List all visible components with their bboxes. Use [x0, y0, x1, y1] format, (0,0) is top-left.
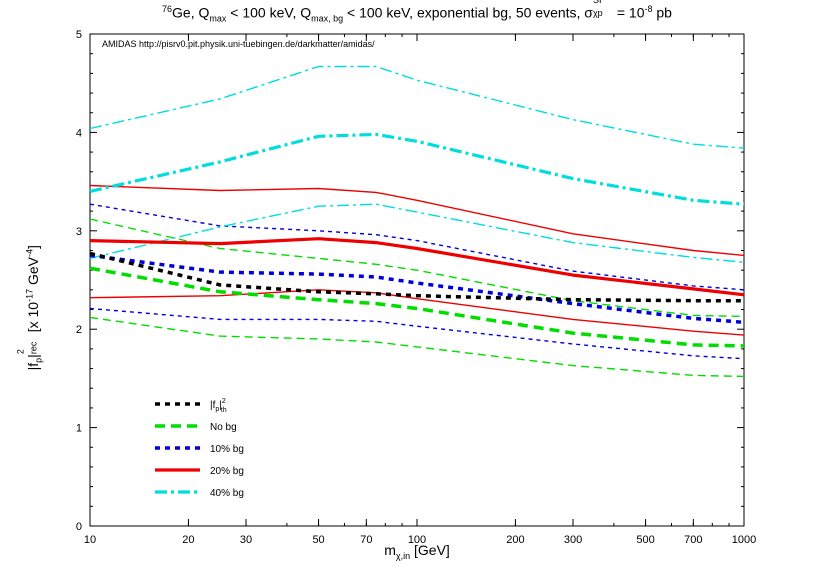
title-qsub2: max, bg — [311, 13, 344, 24]
title-qsub1: max — [209, 13, 227, 24]
title-unit: pb — [652, 4, 672, 21]
xlabel-part-a: m — [384, 542, 396, 558]
title-mid: < 100 keV, Q — [226, 4, 312, 21]
legend-label-1: No bg — [210, 422, 237, 433]
title-exp: -8 — [644, 4, 653, 14]
x-tick-label: 500 — [636, 534, 654, 546]
legend-label-0: |fp|2 th — [210, 398, 227, 414]
y-tick-label: 2 — [76, 324, 82, 336]
x-tick-label: 50 — [312, 534, 324, 546]
legend-label-4: 40% bg — [210, 488, 244, 499]
chart-title: 76Ge, Qmax < 100 keV, Qmax, bg < 100 keV… — [90, 0, 744, 24]
legend-label-2: 10% bg — [210, 444, 244, 455]
series-line-20-bg-upper — [89, 184, 745, 257]
y-tick-label: 4 — [76, 127, 82, 139]
y-tick-label: 5 — [76, 29, 82, 41]
series-line-no-bg-upper — [89, 218, 745, 318]
x-tick-label: 70 — [360, 534, 372, 546]
xlabel-part-b: [GeV] — [410, 542, 450, 558]
legend-label-3: 20% bg — [210, 466, 244, 477]
x-tick-label: 20 — [182, 534, 194, 546]
series-line-40-bg-center — [89, 132, 745, 206]
title-isotope: 76 — [162, 4, 173, 14]
amidas-annotation: AMIDAS http://pisrv0.pit.physik.uni-tueb… — [102, 39, 375, 49]
x-tick-label: 1000 — [732, 534, 756, 546]
series-line-no-bg-center — [89, 266, 745, 348]
x-tick-label: 200 — [506, 534, 524, 546]
x-tick-label: 300 — [564, 534, 582, 546]
title-post: < 100 keV, exponential bg, 50 events, σ — [343, 4, 593, 21]
x-tick-label: 10 — [84, 534, 96, 546]
x-axis-label: mχ,in [GeV] — [90, 542, 744, 561]
y-tick-label: 0 — [76, 521, 82, 533]
series-line-40-bg-lower — [89, 203, 745, 263]
series-line-f-p-th-center — [89, 251, 744, 303]
title-element: Ge, Q — [172, 4, 210, 21]
y-tick-label: 1 — [76, 423, 82, 435]
x-tick-label: 30 — [240, 534, 252, 546]
y-tick-label: 3 — [76, 226, 82, 238]
x-tick-label: 700 — [684, 534, 702, 546]
title-sigma-sup: SI — [593, 0, 602, 5]
xlabel-sub: χ,in — [395, 550, 411, 561]
series-line-10-bg-lower — [89, 307, 745, 360]
series-line-no-bg-lower — [89, 316, 745, 378]
series-line-10-bg-center — [89, 253, 745, 325]
series-line-40-bg-upper — [89, 65, 745, 149]
series-line-20-bg-center — [89, 237, 745, 297]
x-tick-label: 100 — [408, 534, 426, 546]
title-eq: = 10 — [612, 4, 645, 21]
title-sigma-sub: χp — [592, 7, 603, 18]
